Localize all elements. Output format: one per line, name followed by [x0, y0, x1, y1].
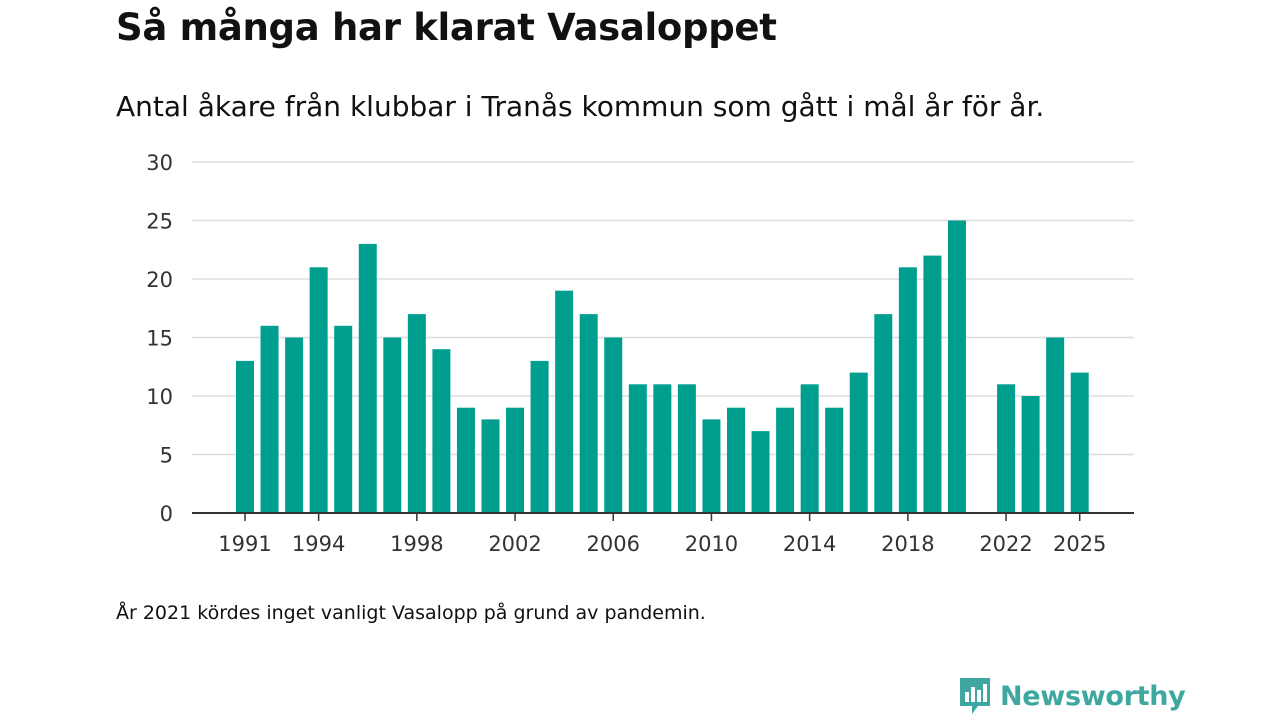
bar-2010 [702, 419, 721, 513]
y-axis-ticks: 0 5 10 15 20 25 30 [146, 151, 173, 526]
y-tick-label: 15 [146, 327, 173, 351]
y-tick-label: 20 [146, 268, 173, 292]
bar-2015 [825, 407, 844, 513]
bar-2019 [923, 255, 942, 513]
bar-2024 [1046, 337, 1065, 513]
x-tick-label: 2018 [881, 532, 934, 556]
bar-2001 [481, 419, 500, 513]
bar-1995 [334, 325, 353, 513]
bar-2005 [579, 314, 598, 513]
footnote: År 2021 kördes inget vanligt Vasalopp på… [116, 602, 706, 624]
newsworthy-logo-icon [960, 678, 990, 714]
bar-2008 [653, 384, 672, 513]
bars [236, 220, 1089, 513]
x-axis-ticks: 1991 1994 1998 2002 2006 2010 2014 2018 2022 2025 [218, 513, 1106, 556]
bar-1994 [309, 267, 328, 513]
bar-2003 [530, 360, 549, 513]
x-tick-label: 2025 [1053, 532, 1106, 556]
bar-2002 [506, 407, 525, 513]
y-tick-label: 10 [146, 385, 173, 409]
x-tick-label: 2006 [587, 532, 640, 556]
x-tick-label: 2022 [979, 532, 1032, 556]
bar-2025 [1070, 372, 1089, 513]
bar-1991 [236, 360, 254, 513]
bar-2020 [947, 220, 966, 513]
bar-2012 [751, 431, 770, 513]
bar-2017 [874, 314, 893, 513]
bar-1993 [285, 337, 304, 513]
bar-2014 [800, 384, 819, 513]
x-tick-label: 1991 [218, 532, 271, 556]
bar-1999 [432, 349, 451, 513]
y-tick-label: 30 [146, 151, 173, 175]
bar-2000 [456, 407, 475, 513]
x-tick-label: 1994 [292, 532, 345, 556]
bar-1996 [358, 243, 377, 513]
x-tick-label: 1998 [390, 532, 443, 556]
bar-2023 [1021, 396, 1040, 513]
x-tick-label: 2014 [783, 532, 836, 556]
x-tick-label: 2002 [488, 532, 541, 556]
bar-2004 [555, 290, 574, 513]
bar-1992 [260, 325, 279, 513]
chart-subtitle: Antal åkare från klubbar i Tranås kommun… [116, 90, 1045, 123]
y-tick-label: 0 [160, 502, 173, 526]
bar-2022 [997, 384, 1016, 513]
bar-2018 [898, 267, 917, 513]
bar-2016 [849, 372, 868, 513]
bar-1997 [383, 337, 402, 513]
y-tick-label: 25 [146, 210, 173, 234]
bar-1998 [407, 314, 426, 513]
bar-2011 [727, 407, 745, 513]
x-tick-label: 2010 [685, 532, 738, 556]
brand-logo: Newsworthy [958, 676, 1186, 716]
y-tick-label: 5 [160, 444, 173, 468]
bar-2009 [677, 384, 696, 513]
brand-name: Newsworthy [1000, 680, 1186, 712]
bar-2007 [628, 384, 647, 513]
chart-title: Så många har klarat Vasaloppet [116, 6, 777, 49]
bar-2006 [604, 337, 623, 513]
bar-2013 [776, 407, 795, 513]
